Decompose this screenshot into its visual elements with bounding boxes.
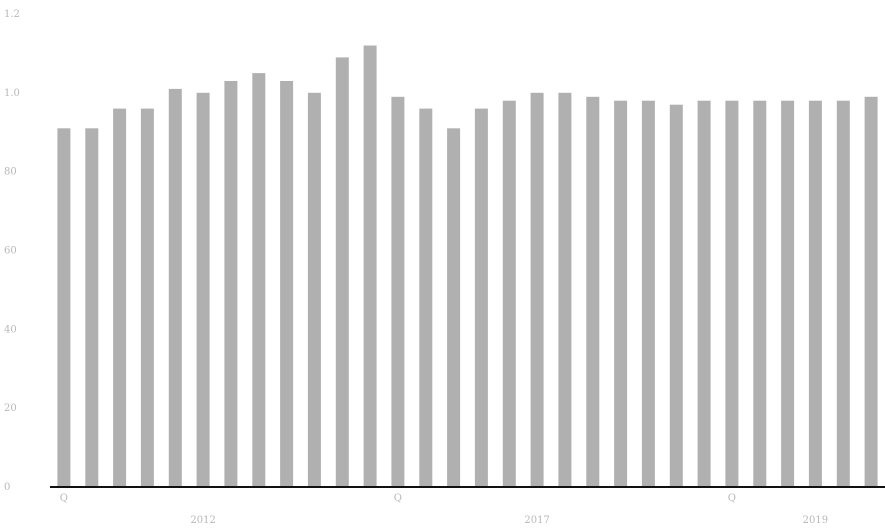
bar bbox=[586, 96, 600, 488]
x-axis-ticks: Q 2012 Q 2017 Q 2019 bbox=[60, 493, 828, 526]
x-tick-label: Q bbox=[728, 493, 736, 504]
bar bbox=[697, 100, 711, 487]
y-tick-label: 20 bbox=[4, 403, 17, 414]
bar-series bbox=[57, 45, 878, 488]
x-tick-label: 2017 bbox=[524, 515, 549, 526]
bar bbox=[85, 128, 99, 488]
bar bbox=[558, 92, 572, 488]
bar bbox=[57, 128, 71, 488]
x-tick-label: 2019 bbox=[803, 515, 828, 526]
y-axis-ticks: 0 20 40 60 80 1.0 1.2 bbox=[4, 9, 20, 493]
bar bbox=[447, 128, 461, 488]
bar bbox=[614, 100, 628, 487]
bar bbox=[307, 92, 321, 488]
bar bbox=[502, 100, 516, 487]
y-tick-label: 60 bbox=[4, 246, 17, 257]
y-tick-label: 1.2 bbox=[4, 9, 20, 20]
bar bbox=[280, 81, 294, 487]
bar bbox=[781, 100, 795, 487]
bar bbox=[252, 73, 266, 487]
y-tick-label: 1.0 bbox=[4, 88, 20, 99]
bar bbox=[725, 100, 739, 487]
x-tick-label: 2012 bbox=[190, 515, 215, 526]
bar bbox=[530, 92, 544, 488]
bar bbox=[836, 100, 850, 487]
bar bbox=[224, 81, 238, 487]
bar bbox=[669, 104, 683, 487]
bar bbox=[168, 88, 182, 488]
bar bbox=[419, 108, 433, 487]
bar bbox=[808, 100, 822, 487]
y-tick-label: 40 bbox=[4, 324, 17, 335]
bar bbox=[864, 96, 878, 488]
bar bbox=[474, 108, 488, 487]
bar bbox=[140, 108, 154, 487]
x-tick-label: Q bbox=[394, 493, 402, 504]
bar bbox=[391, 96, 405, 488]
bar bbox=[113, 108, 127, 487]
bar bbox=[753, 100, 767, 487]
y-tick-label: 80 bbox=[4, 167, 17, 178]
x-tick-label: Q bbox=[60, 493, 68, 504]
bar bbox=[641, 100, 655, 487]
bar bbox=[363, 45, 377, 487]
bar bbox=[196, 92, 210, 488]
y-tick-label: 0 bbox=[4, 482, 10, 493]
bar bbox=[335, 57, 349, 488]
